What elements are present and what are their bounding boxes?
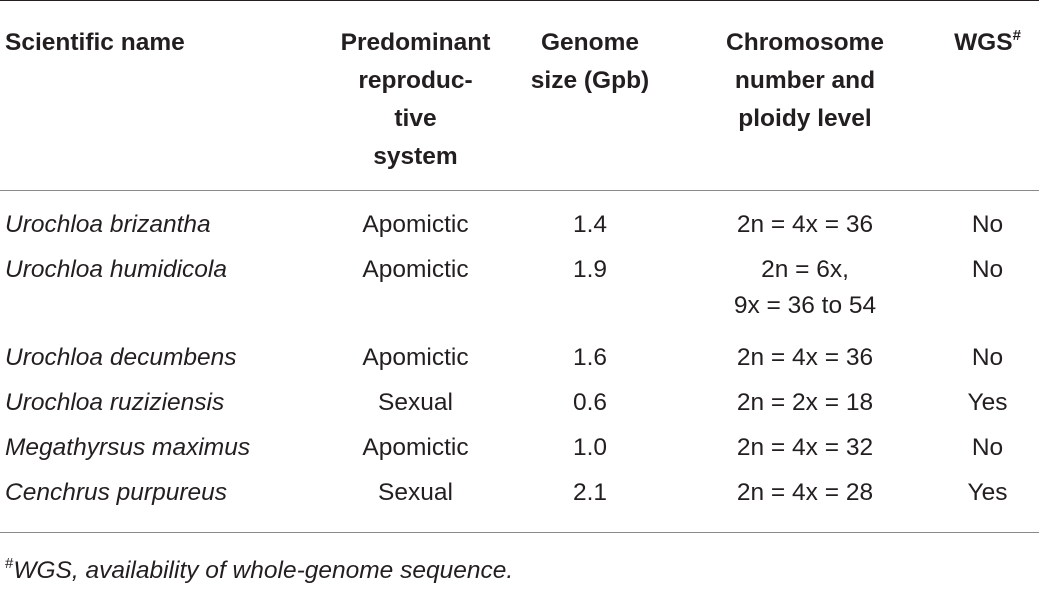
table-row: Megathyrsus maximus Apomictic 1.0 2n = 4x =… xyxy=(0,430,1039,475)
cell-scientific-name: Urochloa brizantha xyxy=(5,211,211,238)
header-row: Scientific name Predominant reproduc- ti… xyxy=(0,0,1039,191)
cell-chromosome-line: 2n = 4x = 36 xyxy=(736,211,874,238)
header-reproductive-line: reproduc- xyxy=(358,67,473,94)
cell-scientific-name: Urochloa ruziziensis xyxy=(5,389,225,416)
header-reproductive-line: system xyxy=(373,143,458,170)
cell-chromosome-ploidy: 2n = 4x = 36 xyxy=(674,191,936,253)
cell-reproductive-system: Sexual xyxy=(325,475,506,533)
footnote-mark: # xyxy=(5,555,14,572)
cell-chromosome-ploidy: 2n = 4x = 36 xyxy=(674,340,936,385)
cell-scientific-name: Urochloa decumbens xyxy=(5,344,237,371)
header-chromosome-ploidy: Chromosome number and ploidy level xyxy=(674,0,936,191)
table-row: Urochloa ruziziensis Sexual 0.6 2n = 2x = 1… xyxy=(0,385,1039,430)
footnote-text: WGS, availability of whole-genome sequen… xyxy=(13,557,514,584)
cell-chromosome-line: 2n = 2x = 18 xyxy=(736,389,874,416)
cell-genome-size: 2.1 xyxy=(506,475,674,533)
cell-chromosome-ploidy: 2n = 2x = 18 xyxy=(674,385,936,430)
header-wgs: WGS# xyxy=(936,0,1039,191)
cell-wgs: Yes xyxy=(967,389,1008,416)
cell-reproductive-system: Sexual xyxy=(378,389,453,416)
header-reproductive-line: Predominant xyxy=(340,29,491,56)
cell-scientific-name: Cenchrus purpureus xyxy=(0,475,325,533)
header-wgs-label: WGS xyxy=(954,29,1013,56)
header-reproductive-line: tive xyxy=(394,105,437,132)
header-genome-size: Genome size (Gpb) xyxy=(506,0,674,191)
table-row: Cenchrus purpureus Sexual 2.1 2n = 4x = 28 Y… xyxy=(0,475,1039,533)
cell-genome-size: 1.6 xyxy=(572,344,608,371)
table-row: Urochloa brizantha Apomictic 1.4 2n = 4x = … xyxy=(0,191,1039,253)
cell-wgs: No xyxy=(971,211,1004,238)
cell-reproductive-system: Apomictic xyxy=(362,344,469,371)
cell-reproductive-system: Apomictic xyxy=(362,434,469,461)
table-body: Urochloa brizantha Apomictic 1.4 2n = 4x = … xyxy=(0,191,1039,533)
cell-genome-size: 1.9 xyxy=(572,256,608,283)
species-table: Scientific name Predominant reproduc- ti… xyxy=(0,0,1039,533)
cell-reproductive-system: Apomictic xyxy=(362,211,469,238)
cell-genome-size: 1.0 xyxy=(572,434,608,461)
table-row: Urochloa decumbens Apomictic 1.6 2n = 4x = … xyxy=(0,340,1039,385)
cell-chromosome-ploidy: 2n = 6x, 9x = 36 to 54 xyxy=(674,252,936,340)
cell-genome-size: 0.6 xyxy=(572,389,608,416)
cell-genome-size: 1.4 xyxy=(572,211,608,238)
cell-wgs: No xyxy=(971,344,1004,371)
cell-chromosome-line: 2n = 6x, xyxy=(761,256,849,283)
header-scientific-name: Scientific name xyxy=(0,0,325,191)
table-row: Urochloa humidicola Apomictic 1.9 2n = 6x, 9… xyxy=(0,252,1039,340)
cell-chromosome-line: 2n = 4x = 32 xyxy=(736,434,874,461)
header-genome-line: size (Gpb) xyxy=(530,67,650,94)
cell-reproductive-system: Apomictic xyxy=(362,256,469,283)
cell-chromosome-ploidy: 2n = 4x = 32 xyxy=(674,430,936,475)
cell-chromosome-line: 2n = 4x = 28 xyxy=(736,479,874,506)
cell-chromosome-line: 2n = 4x = 36 xyxy=(736,344,874,371)
header-chromosome-line: number and xyxy=(734,67,876,94)
cell-wgs: Yes xyxy=(936,475,1039,533)
header-chromosome-line: Chromosome xyxy=(726,29,884,56)
cell-chromosome-line: 9x = 36 to 54 xyxy=(733,292,877,319)
cell-wgs: No xyxy=(971,434,1004,461)
cell-scientific-name: Urochloa humidicola xyxy=(5,256,227,283)
header-chromosome-line: ploidy level xyxy=(738,105,872,132)
cell-chromosome-ploidy: 2n = 4x = 28 xyxy=(674,475,936,533)
cell-wgs: No xyxy=(971,256,1004,283)
cell-scientific-name: Megathyrsus maximus xyxy=(5,434,251,461)
header-reproductive-system: Predominant reproduc- tive system xyxy=(325,0,506,191)
header-genome-line: Genome xyxy=(540,29,640,56)
header-wgs-footnote-mark: # xyxy=(1012,27,1021,44)
table-footnote: #WGS, availability of whole-genome seque… xyxy=(5,556,513,586)
